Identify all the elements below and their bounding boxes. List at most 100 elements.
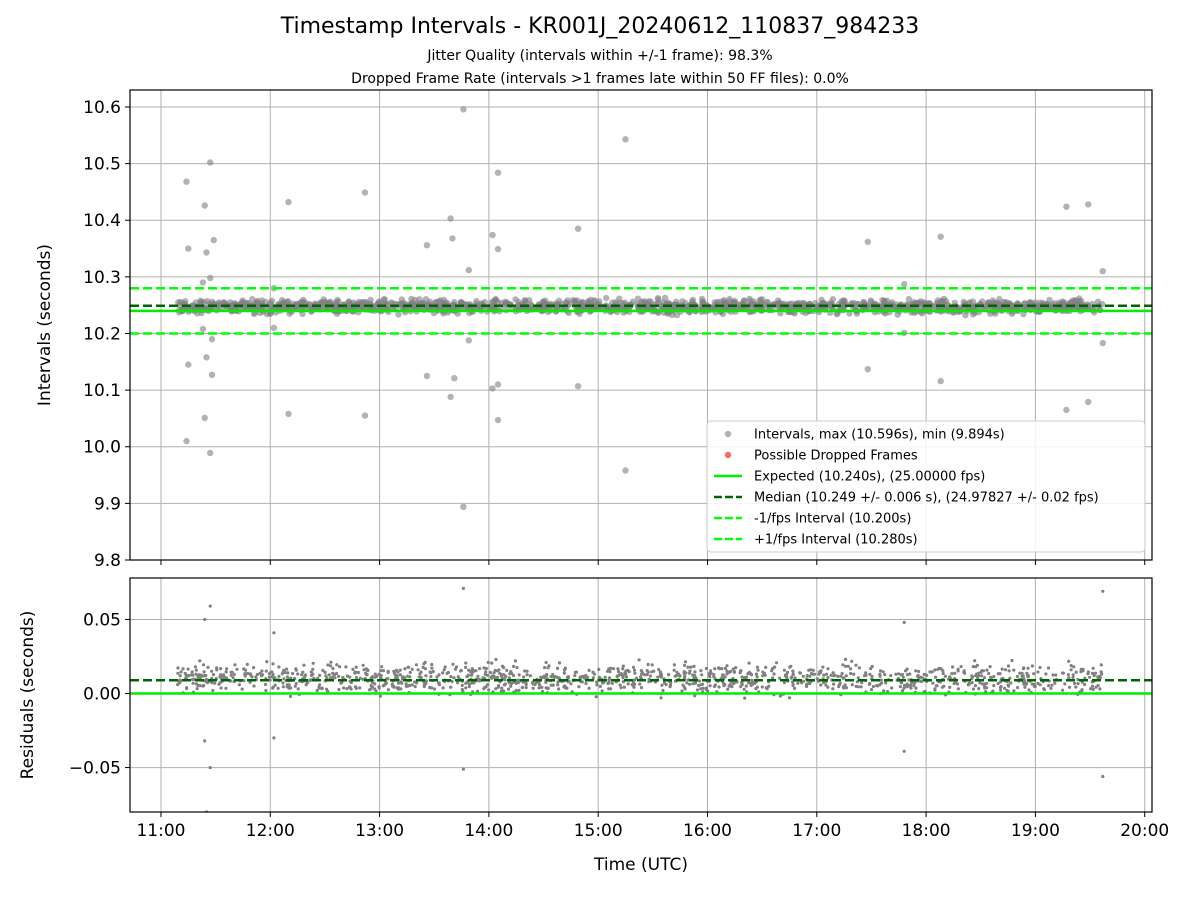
data-point (726, 298, 733, 305)
data-point (351, 667, 355, 672)
data-point (898, 685, 902, 689)
data-point (1076, 295, 1083, 302)
data-point (413, 684, 417, 689)
data-point (567, 679, 571, 683)
outlier-point (460, 503, 467, 510)
data-point (441, 671, 445, 675)
data-point (270, 670, 274, 674)
data-point (302, 663, 306, 667)
data-point (556, 683, 560, 687)
data-point (985, 668, 989, 672)
data-point (917, 669, 921, 674)
data-point (697, 679, 702, 683)
data-point (739, 685, 743, 689)
data-point (500, 664, 505, 668)
data-point (683, 660, 688, 664)
data-point (196, 683, 200, 688)
outlier-point (494, 381, 502, 388)
data-point (282, 677, 286, 681)
data-point (791, 673, 795, 677)
data-point (999, 688, 1003, 692)
data-point (276, 686, 280, 691)
data-point (878, 669, 883, 673)
data-point (452, 676, 456, 680)
data-point (345, 687, 349, 691)
data-point (608, 670, 612, 674)
data-point (361, 677, 365, 681)
data-point (934, 675, 938, 679)
y-axis-label: Intervals (seconds) (35, 244, 55, 406)
data-point (198, 675, 202, 680)
data-point (611, 667, 616, 671)
data-point (648, 674, 653, 678)
data-point (486, 673, 490, 677)
data-point (430, 666, 434, 670)
data-point (909, 686, 913, 690)
outlier-point (423, 242, 431, 249)
outlier-point (185, 245, 192, 252)
data-point (544, 660, 548, 665)
outlier-point (423, 372, 431, 380)
data-point (204, 673, 208, 678)
axes-frame (129, 89, 1153, 561)
data-point (487, 688, 491, 692)
data-point (482, 666, 486, 670)
legend-dropped-marker (724, 451, 732, 459)
chart-title: Timestamp Intervals - KR001J_20240612_11… (280, 14, 920, 39)
data-point (517, 688, 521, 693)
data-point (592, 672, 597, 676)
x-axis-label: Time (UTC) (593, 855, 688, 875)
data-point (791, 669, 795, 673)
data-point (646, 662, 650, 667)
data-point (833, 673, 837, 678)
data-point (668, 683, 673, 687)
data-point (725, 672, 729, 676)
data-point (609, 687, 613, 691)
data-point (1067, 676, 1071, 680)
data-point (320, 687, 324, 691)
data-point (616, 669, 621, 674)
data-point (392, 669, 396, 673)
dropped-frame-subtitle: Dropped Frame Rate (intervals >1 frames … (351, 71, 849, 87)
outlier-point (864, 238, 871, 245)
data-point (229, 670, 233, 674)
data-point (731, 667, 735, 671)
data-point (842, 686, 846, 690)
data-point (250, 310, 258, 318)
data-point (1074, 670, 1078, 674)
data-point (660, 683, 664, 687)
data-point (484, 685, 488, 689)
data-point (1036, 670, 1040, 674)
data-point (484, 670, 488, 674)
data-point (646, 670, 650, 674)
data-point (854, 684, 858, 689)
data-point (846, 664, 850, 668)
data-point (404, 682, 408, 686)
data-point (191, 681, 195, 685)
data-point (245, 662, 249, 667)
data-point (482, 687, 486, 691)
data-point (400, 681, 404, 685)
outlier-point (622, 467, 629, 474)
data-point (755, 675, 759, 679)
data-point (824, 672, 829, 676)
data-point (664, 682, 668, 687)
data-point (842, 676, 846, 680)
data-point (483, 672, 487, 677)
data-point (751, 682, 755, 686)
data-point (384, 301, 392, 308)
data-point (204, 679, 208, 684)
data-point (285, 675, 289, 679)
data-point (218, 681, 222, 685)
data-point (1073, 681, 1077, 685)
outlier-point (361, 189, 369, 196)
outlier-point (460, 106, 467, 113)
data-point (1090, 671, 1095, 676)
data-point (1090, 684, 1094, 688)
data-point (616, 667, 620, 671)
data-point (789, 675, 794, 679)
data-point (476, 674, 480, 678)
outlier-point (451, 375, 458, 382)
data-point (459, 669, 463, 673)
data-point (500, 686, 504, 690)
